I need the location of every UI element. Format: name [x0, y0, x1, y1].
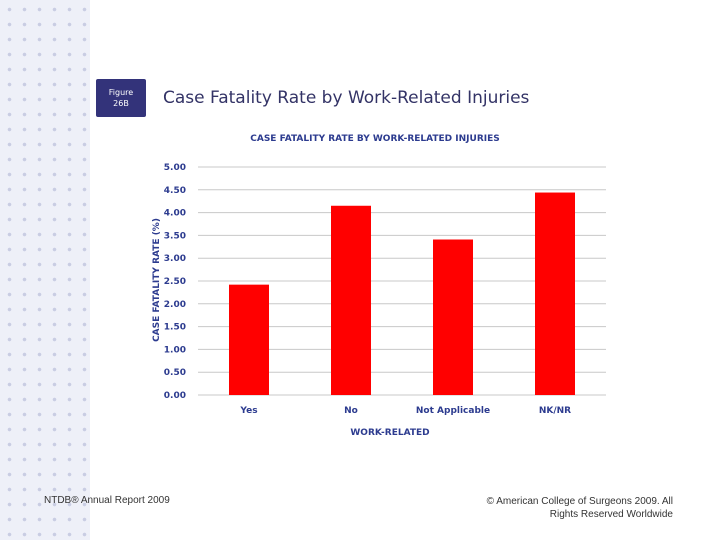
footer-right: © American College of Surgeons 2009. All… — [486, 496, 673, 520]
y-tick-labels: 0.00 0.50 1.00 1.50 2.00 2.50 3.00 3.50 4.00 4.50… — [164, 163, 186, 401]
x-tick-label: No — [344, 406, 358, 416]
figure-badge: Figure 26B — [96, 79, 146, 117]
y-tick-label: 4.50 — [164, 186, 186, 196]
x-tick-label: Not Applicable — [416, 406, 490, 416]
y-tick-label: 3.50 — [164, 231, 186, 241]
figure-badge-number: 26B — [113, 99, 129, 108]
sidebar-decoration — [0, 0, 90, 540]
bar — [331, 205, 371, 395]
bar-chart: CASE FATALITY RATE BY WORK-RELATED INJUR… — [152, 134, 606, 438]
y-axis-label: CASE FATALITY RATE (%) — [152, 218, 162, 342]
y-tick-label: 1.00 — [164, 345, 186, 355]
figure-badge-label: Figure — [108, 88, 134, 97]
bar — [535, 192, 575, 395]
x-axis-label: WORK-RELATED — [350, 428, 429, 438]
x-tick-label: NK/NR — [539, 406, 571, 416]
chart-title: CASE FATALITY RATE BY WORK-RELATED INJUR… — [250, 134, 499, 144]
dot-pattern — [0, 0, 90, 540]
y-tick-label: 1.50 — [164, 323, 186, 333]
bar — [229, 284, 269, 395]
x-tick-labels: Yes No Not Applicable NK/NR — [239, 406, 571, 416]
y-tick-label: 0.50 — [164, 368, 186, 378]
y-tick-label: 2.50 — [164, 277, 186, 287]
y-tick-label: 0.00 — [164, 391, 186, 401]
slide-title: Case Fatality Rate by Work-Related Injur… — [163, 88, 530, 108]
footer-left: NTDB® Annual Report 2009 — [44, 495, 170, 506]
y-tick-label: 3.00 — [164, 254, 186, 264]
bar — [433, 239, 473, 395]
bars — [229, 192, 575, 395]
y-tick-label: 2.00 — [164, 300, 186, 310]
x-tick-label: Yes — [239, 406, 257, 416]
y-tick-label: 5.00 — [164, 163, 186, 173]
y-tick-label: 4.00 — [164, 209, 186, 219]
